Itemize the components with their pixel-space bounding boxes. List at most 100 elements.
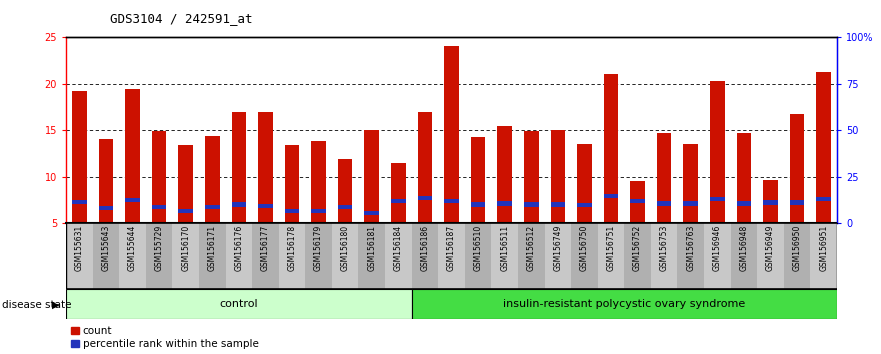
Bar [418,196,433,200]
Bar [470,137,485,223]
Text: control: control [219,299,258,309]
Text: GSM156180: GSM156180 [341,225,350,271]
Bar [285,145,300,223]
Bar [285,209,300,213]
Bar [99,139,114,223]
Bar [338,159,352,223]
Bar [365,211,379,215]
Text: GSM156949: GSM156949 [766,225,775,272]
Bar [737,201,751,206]
Text: GSM156950: GSM156950 [793,225,802,272]
Bar [66,223,93,289]
Text: GSM156181: GSM156181 [367,225,376,271]
Text: GSM156763: GSM156763 [686,225,695,272]
Bar [258,113,273,223]
Bar [524,202,538,206]
Bar [125,89,140,223]
Bar [544,223,571,289]
Bar [710,81,725,223]
Text: GSM156946: GSM156946 [713,225,722,272]
Text: GSM155631: GSM155631 [75,225,84,271]
Bar [338,205,352,209]
Bar [332,223,359,289]
Bar [518,223,544,289]
Bar [418,112,433,223]
Text: GSM156511: GSM156511 [500,225,509,271]
Bar [152,131,167,223]
Bar [232,112,246,223]
Text: GSM156749: GSM156749 [553,225,562,272]
Text: GSM156177: GSM156177 [261,225,270,271]
Bar [817,197,831,201]
Bar [66,289,411,319]
Text: GSM155729: GSM155729 [154,225,164,271]
Text: disease state: disease state [2,300,71,310]
Bar [498,126,512,223]
Bar [811,223,837,289]
Bar [306,223,332,289]
Bar [498,201,512,206]
Text: GSM156512: GSM156512 [527,225,536,271]
Bar [258,204,273,209]
Bar [311,209,326,213]
Text: GSM156753: GSM156753 [660,225,669,272]
Text: GSM156178: GSM156178 [287,225,297,271]
Bar [657,201,671,206]
Bar [444,199,459,203]
Bar [391,199,405,203]
Bar [152,205,167,209]
Bar [651,223,677,289]
Bar [817,73,831,223]
Text: GSM156170: GSM156170 [181,225,190,271]
Bar [205,205,219,209]
Bar [730,223,757,289]
Bar [630,199,645,203]
Bar [359,223,385,289]
Bar [763,200,778,205]
Bar [710,197,725,201]
Bar [146,223,173,289]
Bar [178,209,193,213]
Text: GSM155644: GSM155644 [128,225,137,272]
Bar [597,223,625,289]
Bar [411,289,837,319]
Bar [603,74,618,223]
Bar [232,202,246,206]
Text: GSM156510: GSM156510 [474,225,483,271]
Bar [763,180,778,223]
Bar [757,223,784,289]
Bar [72,91,86,223]
Bar [444,46,459,223]
Text: GSM156187: GSM156187 [447,225,456,271]
Text: GSM156176: GSM156176 [234,225,243,271]
Bar [657,133,671,223]
Bar [784,223,811,289]
Text: GSM156179: GSM156179 [315,225,323,271]
Bar [704,223,730,289]
Bar [684,201,698,206]
Bar [119,223,146,289]
Bar [571,223,597,289]
Bar [72,200,86,204]
Text: GSM156184: GSM156184 [394,225,403,271]
Bar [438,223,465,289]
Text: GSM156186: GSM156186 [420,225,429,271]
Text: GSM156752: GSM156752 [633,225,642,271]
Bar [411,223,438,289]
Bar [365,130,379,223]
Bar [492,223,518,289]
Bar [278,223,306,289]
Bar [178,145,193,223]
Bar [603,194,618,198]
Text: GSM156951: GSM156951 [819,225,828,271]
Text: GSM156750: GSM156750 [580,225,589,272]
Bar [789,114,804,223]
Bar [226,223,252,289]
Text: GSM156948: GSM156948 [739,225,749,271]
Text: ▶: ▶ [52,300,60,310]
Bar [789,200,804,205]
Text: GDS3104 / 242591_at: GDS3104 / 242591_at [110,12,253,25]
Text: GSM156171: GSM156171 [208,225,217,271]
Bar [630,181,645,223]
Bar [99,206,114,210]
